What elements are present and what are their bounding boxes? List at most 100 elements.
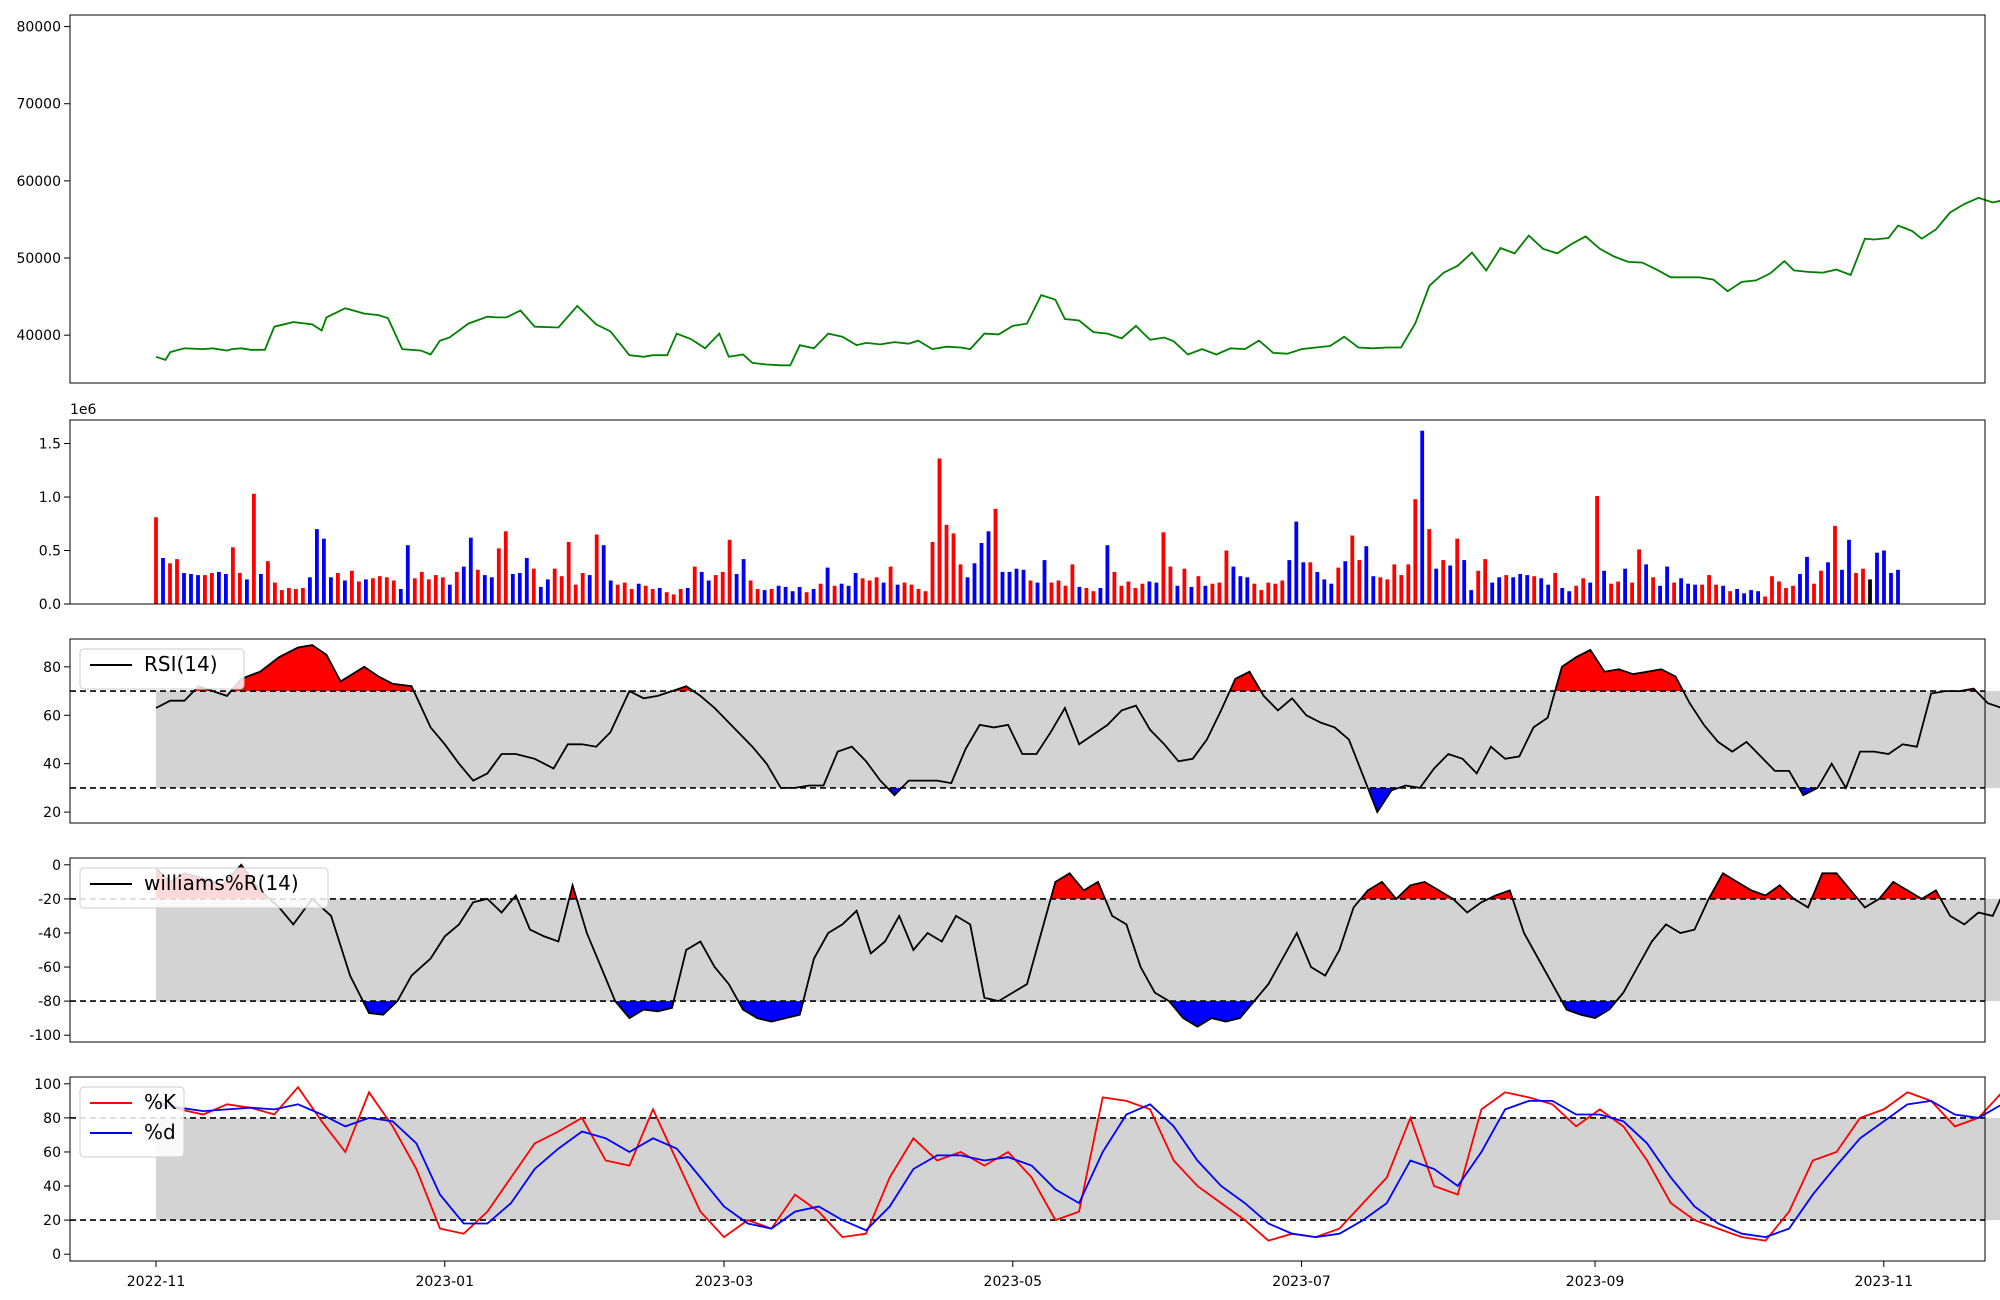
volume-bar (1280, 580, 1285, 604)
volume-bar (1616, 581, 1620, 604)
legend-box (79, 648, 245, 690)
volume-bar (1637, 549, 1641, 604)
volume-bar (168, 563, 172, 604)
neutral-band (156, 898, 2000, 1002)
volume-bar (615, 584, 620, 604)
volume-bar (1301, 562, 1306, 604)
volume-bar (972, 563, 977, 604)
volume-bar (1420, 430, 1425, 604)
volume-bar (1588, 582, 1593, 604)
volume-bar (1406, 564, 1411, 604)
volume-bar (1763, 596, 1767, 604)
volume-bar (454, 571, 459, 604)
y-tick-label: 50000 (16, 251, 61, 267)
volume-bar (287, 588, 291, 604)
volume-bar (860, 578, 865, 604)
volume-bar (1196, 576, 1201, 604)
volume-bar (1343, 561, 1348, 604)
volume-bar (1252, 583, 1257, 604)
volume-bar (1175, 585, 1180, 604)
overbought-fill (1708, 873, 1794, 899)
volume-bar (1056, 580, 1061, 604)
volume-bar (1245, 577, 1250, 604)
volume-bar (1154, 582, 1159, 604)
y-tick-label: 60000 (16, 174, 61, 190)
volume-bar (1896, 569, 1900, 604)
volume-bar (874, 577, 879, 604)
volume-bar (608, 580, 613, 604)
volume-bar (1266, 582, 1271, 604)
volume-bar (1686, 583, 1690, 604)
y-tick-label: -20 (38, 892, 61, 908)
volume-bar (175, 559, 179, 604)
volume-bar (203, 575, 207, 604)
volume-bar (524, 558, 529, 604)
volume-bar (601, 545, 606, 604)
volume-bar (1336, 567, 1341, 604)
volume-bar (1000, 571, 1005, 604)
volume-bar (629, 589, 634, 604)
volume-bar (517, 573, 522, 604)
y-tick-label: 40000 (16, 328, 61, 344)
x-axis: 2022-11 2023-01 2023-03 2023-05 2023-07 2023-… (127, 1261, 1913, 1290)
y-tick-label: -100 (29, 1028, 61, 1044)
volume-bar (280, 590, 284, 604)
volume-bar (1721, 585, 1725, 604)
volume-bar (734, 574, 739, 604)
volume-bar (1329, 583, 1334, 604)
volume-bar (1350, 535, 1355, 604)
volume-bar (1518, 574, 1523, 604)
oversold-fill (1169, 1001, 1255, 1027)
volume-bar (405, 545, 410, 604)
volume-bar (1511, 577, 1516, 604)
volume-bar (1497, 577, 1502, 604)
volume-bar (1294, 521, 1299, 604)
volume-bar (678, 589, 683, 604)
legend-box (79, 1086, 185, 1158)
volume-bar (1210, 583, 1215, 604)
volume-bar (1231, 566, 1236, 604)
volume-bar (1672, 582, 1676, 604)
volume-bar (1371, 576, 1376, 604)
volume-bar (412, 578, 417, 604)
volume-bar (979, 543, 984, 604)
volume-bar (475, 569, 480, 604)
volume-bar (552, 568, 557, 604)
volume-bar (238, 573, 242, 604)
volume-bar (301, 588, 305, 604)
volume-bar (1504, 575, 1509, 604)
legend-label: RSI(14) (144, 652, 218, 676)
volume-bar (545, 579, 550, 604)
volume-bar (790, 591, 795, 604)
price-panel: 40000 50000 60000 70000 80000 (16, 14, 2000, 384)
volume-bar (818, 583, 823, 604)
overbought-fill (1811, 873, 1858, 899)
volume-bar (1714, 584, 1718, 604)
legend-label: %K (144, 1090, 177, 1114)
y-tick-label: 20 (43, 1213, 61, 1229)
volume-bar (196, 575, 200, 604)
volume-bar (1126, 581, 1131, 604)
volume-bar (1259, 590, 1264, 604)
volume-bar (1077, 586, 1082, 604)
volume-bar (804, 592, 809, 604)
overbought-fill (1879, 881, 1922, 899)
volume-bar (538, 586, 543, 604)
volume-bar (573, 584, 578, 604)
volume-bar (1364, 546, 1369, 604)
williams-line (155, 863, 2000, 1028)
volume-bar (1322, 579, 1327, 604)
volume-bar (1784, 588, 1788, 604)
volume-bar (1469, 590, 1474, 604)
volume-bar (1119, 585, 1124, 604)
volume-bar (1602, 570, 1606, 604)
y-tick-label: 1.5 (39, 437, 61, 453)
volume-bar (1840, 569, 1844, 604)
volume-bar (713, 575, 718, 604)
volume-bar (671, 594, 676, 604)
y-tick-label: 60 (43, 1145, 61, 1161)
volume-bar (1700, 584, 1704, 604)
volume-bar (1224, 550, 1229, 604)
oversold-fill (1561, 1001, 1617, 1019)
volume-bar (909, 584, 914, 604)
